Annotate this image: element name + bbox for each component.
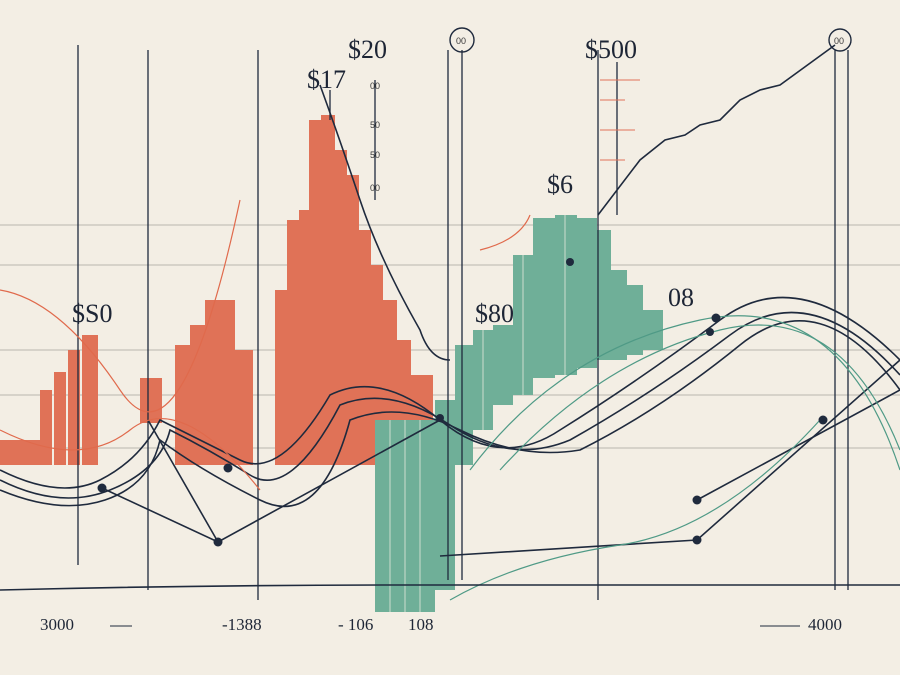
- circle-label: 00: [456, 36, 466, 46]
- bar-stripes: [389, 215, 566, 612]
- axis-label: -1388: [222, 615, 262, 634]
- axis-label: 3000: [40, 615, 74, 634]
- price-label: $17: [307, 65, 346, 94]
- price-label: $S0: [72, 299, 112, 328]
- axis-label: - 106: [338, 615, 373, 634]
- scale-label: 50: [370, 150, 380, 160]
- scale-label: 00: [370, 183, 380, 193]
- axis-label: 108: [408, 615, 434, 634]
- price-label: $20: [348, 35, 387, 64]
- axis-label: 4000: [808, 615, 842, 634]
- price-label: $80: [475, 299, 514, 328]
- circle-label: 00: [834, 36, 844, 46]
- vertical-lines: [77, 45, 849, 600]
- price-label: $6: [547, 170, 573, 199]
- price-label: $500: [585, 35, 637, 64]
- labels: $20 $17 $500 $6 $S0 $80 08 00 00 00 50 5…: [40, 35, 844, 634]
- scale-label: 50: [370, 120, 380, 130]
- tick-marks: [600, 79, 640, 161]
- price-label: 08: [668, 283, 694, 312]
- scale-label: 00: [370, 81, 380, 91]
- curves: [0, 44, 900, 601]
- label-circles: [449, 27, 852, 53]
- markers: [97, 258, 828, 547]
- orange-bars: [0, 115, 433, 465]
